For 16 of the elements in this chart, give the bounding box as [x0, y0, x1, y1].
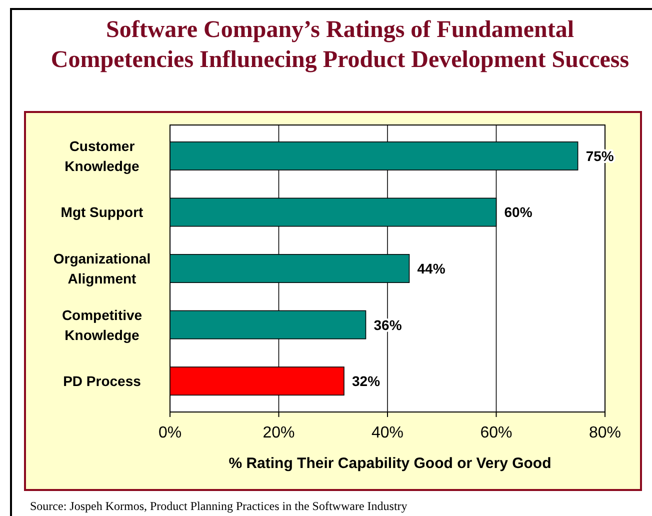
data-label: 60% [504, 204, 533, 220]
source-note: Source: Jospeh Kormos, Product Planning Practices in the Softwware Industry [30, 499, 408, 513]
y-tick-label: Mgt Support [60, 204, 144, 220]
x-tick-label: 20% [262, 424, 295, 442]
data-label: 32% [352, 373, 381, 390]
x-tick-label: 40% [371, 424, 404, 442]
data-label: 44% [417, 260, 446, 276]
x-tick-label: 60% [480, 424, 512, 442]
x-tick-label: 0% [158, 424, 182, 442]
x-tick-label: 80% [588, 424, 622, 442]
y-tick-label: Organizational Alignment [53, 250, 151, 286]
y-tick-label: Customer Knowledge [64, 138, 140, 174]
chart-title: Software Company’s Ratings of Fundamental Competencies Influnecing Product Development Success [50, 17, 630, 73]
y-tick-label: PD Process [63, 373, 142, 390]
y-tick-label: Competitive Knowledge [62, 306, 142, 343]
x-axis-title: % Rating Their Capability Good or Very Good [228, 455, 552, 472]
